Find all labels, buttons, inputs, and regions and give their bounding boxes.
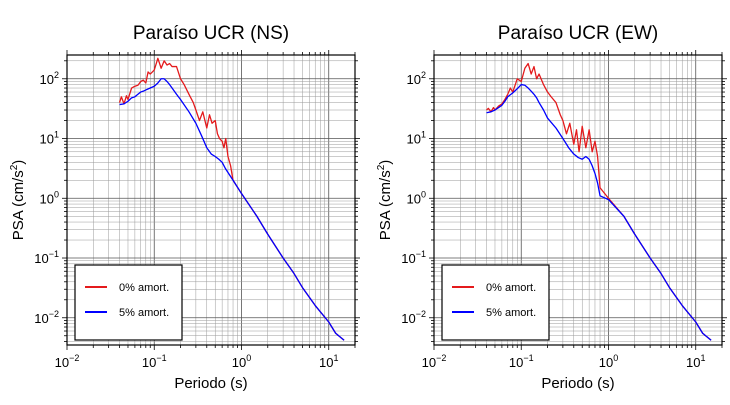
chart-panel-ew: 10−2 10−1 100 101 10−2 10−1 100 101 102 Paraíso U… (376, 23, 727, 392)
y-tick-label: 100 (407, 189, 426, 206)
ticks-ew (429, 50, 727, 350)
plot-frame (433, 54, 723, 346)
x-axis-label: Periodo (s) (174, 375, 247, 392)
plot-frame (66, 54, 356, 346)
x-tick-label: 10−2 (55, 353, 80, 370)
y-axis-label: PSA (cm/s2) (9, 160, 27, 241)
y-axis-label: PSA (cm/s2) (376, 160, 394, 241)
legend-label: 5% amort. (486, 307, 536, 319)
x-tick-label: 100 (232, 353, 251, 370)
x-tick-label: 100 (599, 353, 618, 370)
y-tick-label: 102 (407, 70, 426, 87)
ticks-ns (62, 50, 360, 350)
legend: 0% amort. 5% amort. (441, 264, 550, 341)
legend-label: 0% amort. (486, 282, 536, 294)
y-tick-label: 102 (40, 70, 59, 87)
y-tick-label: 10−1 (34, 249, 59, 266)
x-tick-label: 10−2 (422, 353, 447, 370)
series-line-damped (119, 78, 345, 341)
y-tick-label: 101 (407, 130, 426, 147)
y-tick-label: 100 (40, 189, 59, 206)
x-tick-label: 10−1 (142, 353, 167, 370)
x-axis-label: Periodo (s) (541, 375, 614, 392)
y-tick-label: 101 (40, 130, 59, 147)
chart-panel-ns: 10−2 10−1 100 101 10−2 10−1 100 101 102 Paraíso U… (9, 23, 360, 392)
chart-title: Paraíso UCR (EW) (498, 23, 658, 44)
y-tick-label: 10−2 (401, 309, 426, 326)
x-tick-label: 10−1 (509, 353, 534, 370)
chart-title: Paraíso UCR (NS) (133, 23, 289, 44)
legend: 0% amort. 5% amort. (74, 264, 183, 341)
series-line-damped (486, 83, 712, 341)
legend-label: 5% amort. (119, 307, 169, 319)
x-tick-label: 101 (319, 353, 338, 370)
legend-label: 0% amort. (119, 282, 169, 294)
legend-box (441, 264, 550, 341)
y-tick-label: 10−2 (34, 309, 59, 326)
x-tick-label: 101 (686, 353, 705, 370)
grid-ns (66, 55, 356, 345)
legend-box (74, 264, 183, 341)
y-tick-label: 10−1 (401, 249, 426, 266)
